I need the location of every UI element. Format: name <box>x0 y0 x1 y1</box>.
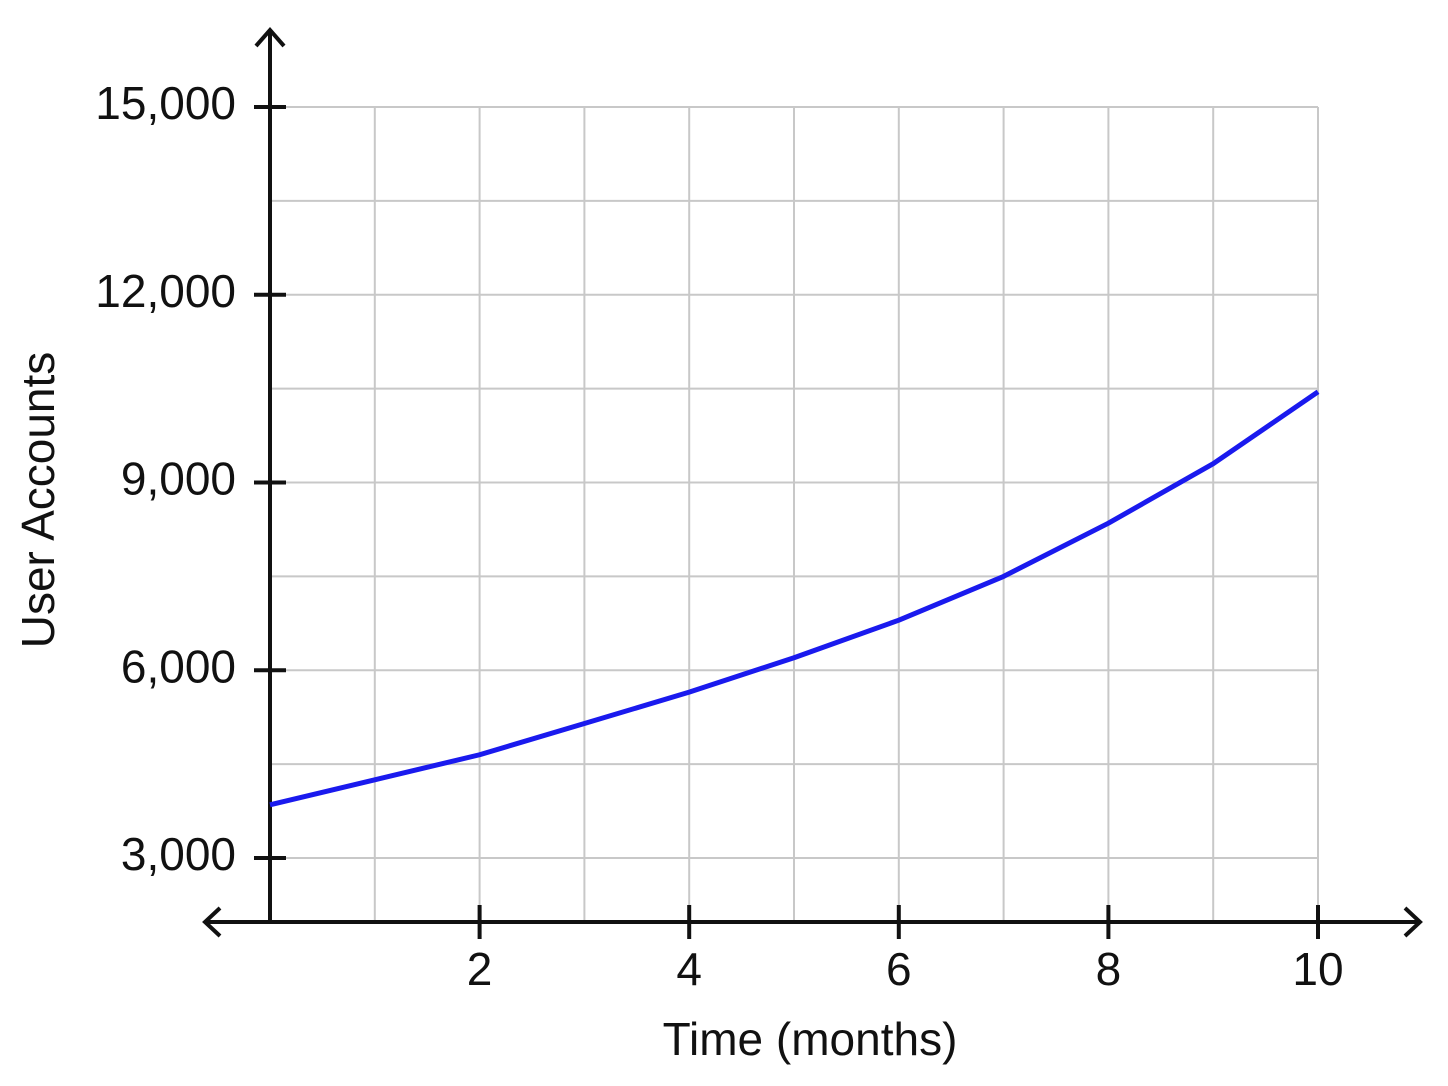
y-tick-label: 12,000 <box>95 265 236 317</box>
y-tick-label: 3,000 <box>121 828 236 880</box>
y-tick-label: 15,000 <box>95 77 236 129</box>
x-axis-title: Time (months) <box>663 1013 958 1065</box>
y-tick-label: 6,000 <box>121 640 236 692</box>
x-tick-label: 2 <box>467 943 493 995</box>
y-axis-title: User Accounts <box>12 352 64 649</box>
x-tick-label: 10 <box>1292 943 1343 995</box>
x-tick-label: 8 <box>1096 943 1122 995</box>
y-tick-label: 9,000 <box>121 453 236 505</box>
x-axis <box>202 906 1423 938</box>
x-tick-label: 6 <box>886 943 912 995</box>
x-tick-label: 4 <box>676 943 702 995</box>
data-line <box>269 389 1320 808</box>
y-axis <box>254 26 286 922</box>
